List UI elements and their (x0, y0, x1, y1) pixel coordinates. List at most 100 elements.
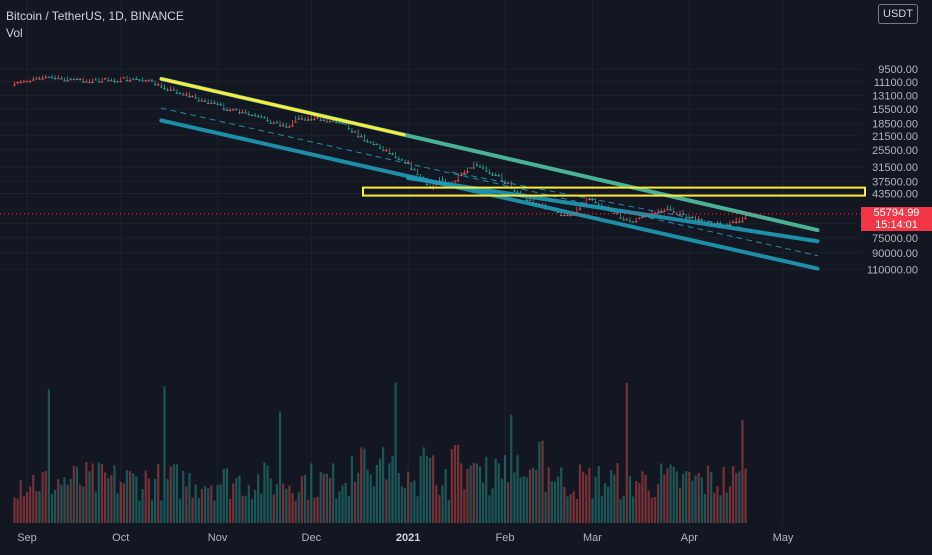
candle-body (60, 78, 63, 80)
candle-body (175, 92, 179, 94)
drawings[interactable] (159, 76, 866, 271)
volume-bar (297, 492, 300, 523)
volume-bar (294, 500, 297, 523)
candle-body (291, 125, 294, 127)
volume-bar (638, 483, 641, 523)
candle (160, 82, 163, 89)
volume-bar (69, 478, 72, 523)
candle (291, 119, 294, 127)
candle-body (144, 80, 147, 82)
candle-body (122, 77, 126, 79)
candle-body (157, 84, 160, 86)
candle-body (363, 140, 366, 142)
candle-body (341, 123, 344, 125)
candle-body (506, 182, 510, 184)
candle-body (222, 108, 226, 110)
time-tick-label: Oct (112, 532, 129, 544)
candle (244, 109, 247, 114)
candle-body (597, 204, 600, 206)
candle (110, 78, 113, 82)
volume-bar (463, 489, 466, 523)
volume-bar (107, 478, 110, 523)
volume-bar (303, 474, 307, 523)
candle (63, 77, 66, 82)
candle-body (325, 121, 329, 123)
candle (75, 77, 79, 81)
candle (594, 197, 597, 204)
candle (32, 76, 35, 81)
candle-body (141, 80, 144, 82)
candle-body (281, 125, 285, 127)
volume-bar (141, 489, 144, 523)
candle (322, 118, 325, 122)
candle (69, 77, 72, 81)
candle-body (272, 122, 276, 124)
volume-bar (300, 476, 304, 523)
volume-bar (432, 455, 435, 523)
candle (175, 88, 179, 94)
volume-bar (128, 471, 132, 523)
candle-body (228, 109, 232, 111)
volume-bar (91, 463, 94, 523)
candle-body (266, 120, 269, 122)
volume-bar (238, 475, 241, 523)
candle-body (163, 88, 166, 90)
candle (475, 161, 479, 167)
trendline-dashed-lower[interactable] (451, 171, 818, 243)
volume-bar (413, 480, 416, 523)
volume-bar (619, 499, 622, 523)
price-axis[interactable]: 110000.0090000.0075000.0063000.0043500.0… (867, 64, 918, 276)
volume-bar (144, 470, 147, 523)
volume-bar (507, 482, 510, 523)
volume-bar (63, 477, 66, 523)
volume-bar (260, 493, 263, 523)
candle (122, 76, 126, 79)
trendline-upper-channel[interactable] (159, 118, 820, 271)
candle-body (247, 114, 251, 116)
volume-bar (363, 448, 366, 523)
trendline-support-highlight[interactable] (159, 77, 406, 137)
candle-body (132, 78, 135, 80)
volume-bar (319, 472, 322, 523)
volume-bar (606, 486, 610, 523)
candle (597, 202, 600, 206)
candle (734, 217, 738, 224)
volume-indicator-label[interactable]: Vol (6, 26, 23, 40)
candle-body (178, 92, 182, 94)
candle-body (219, 104, 222, 106)
volume-bar (119, 481, 122, 523)
volume-bar (194, 484, 197, 523)
candle-body (425, 184, 429, 186)
volume-bar (469, 465, 472, 523)
volume-bar (288, 485, 291, 523)
candle-body (172, 89, 176, 91)
currency-badge[interactable]: USDT (878, 4, 918, 24)
trendline-dashed-upper[interactable] (160, 107, 818, 257)
candle-body (213, 102, 216, 104)
candle-body (478, 166, 482, 168)
volume-bar (160, 500, 163, 523)
candle (413, 167, 416, 171)
candle-body (138, 79, 141, 81)
time-axis[interactable]: Sep Oct Nov Dec 2021 Feb Mar Apr May (17, 532, 794, 544)
volume-bar (257, 474, 260, 523)
volume-bar (503, 455, 507, 523)
volume-bar (385, 479, 388, 523)
volume-bar (419, 456, 422, 523)
candle-body (13, 84, 16, 86)
resistance-zone[interactable] (362, 186, 866, 197)
candle (281, 122, 285, 127)
candle-body (57, 78, 60, 80)
candle-body (53, 78, 57, 80)
volume-bar (44, 470, 47, 523)
volume-bar (263, 462, 266, 523)
symbol-title[interactable]: Bitcoin / TetherUS, 1D, BINANCE (6, 9, 184, 23)
candle-body (344, 123, 347, 125)
volume-bar (125, 470, 129, 523)
candle-body (475, 164, 479, 166)
candle (731, 220, 735, 224)
candle-body (256, 115, 260, 117)
